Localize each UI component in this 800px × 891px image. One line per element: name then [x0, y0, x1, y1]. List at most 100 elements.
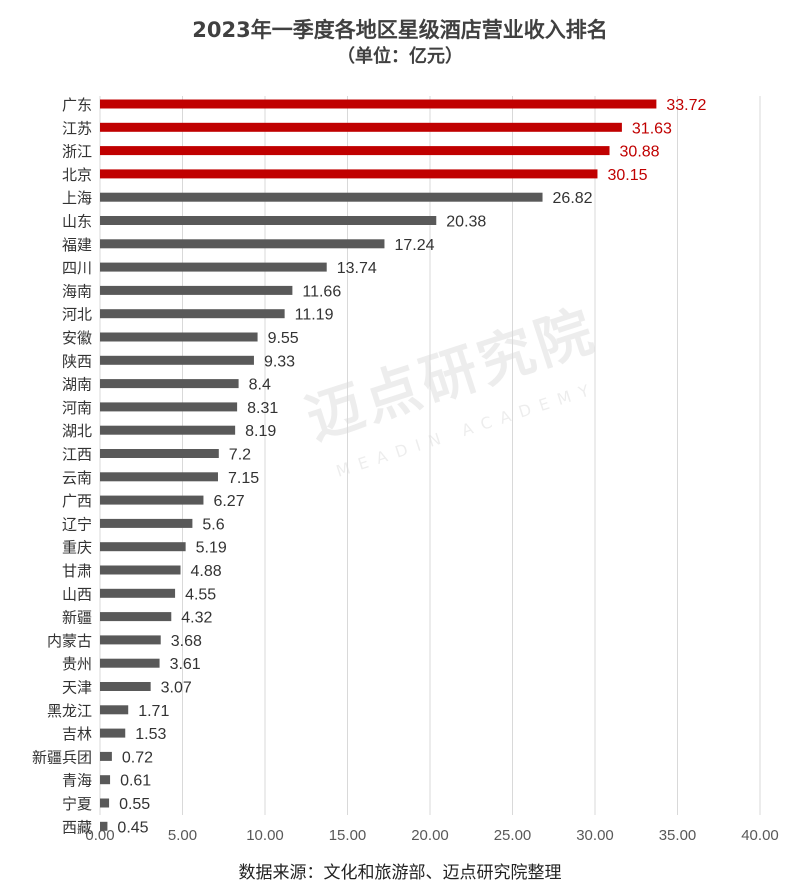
bar	[100, 775, 111, 785]
category-label: 贵州	[62, 655, 92, 673]
category-label: 甘肃	[62, 562, 92, 580]
x-tick-label: 30.00	[576, 827, 614, 844]
category-label: 江西	[62, 446, 92, 464]
category-label: 内蒙古	[47, 632, 92, 650]
bar	[100, 146, 610, 156]
value-label: 3.07	[161, 680, 192, 697]
bar	[100, 285, 293, 295]
category-label: 辽宁	[62, 515, 92, 533]
x-tick-label: 15.00	[329, 827, 367, 844]
bar	[100, 379, 239, 389]
value-label: 0.45	[117, 819, 148, 836]
value-label: 1.53	[135, 726, 166, 743]
category-label: 安徽	[62, 329, 92, 347]
value-label: 11.66	[302, 283, 341, 300]
x-tick-label: 35.00	[659, 827, 697, 844]
category-label: 天津	[62, 679, 92, 697]
x-tick-label: 0.00	[85, 827, 114, 844]
category-label: 西藏	[62, 818, 92, 836]
value-label: 33.72	[666, 97, 706, 114]
bar	[100, 682, 151, 691]
value-label: 4.32	[181, 610, 212, 627]
category-label: 江苏	[62, 119, 92, 137]
category-label: 广西	[62, 492, 92, 510]
chart-title: 2023年一季度各地区星级酒店营业收入排名	[192, 18, 608, 42]
value-label: 8.31	[247, 400, 278, 417]
value-label: 8.4	[249, 377, 271, 394]
bar	[100, 728, 126, 738]
bar	[100, 262, 327, 272]
category-label: 广东	[62, 96, 92, 114]
category-label: 新疆兵团	[32, 748, 92, 766]
value-label: 11.19	[295, 307, 334, 324]
bar	[100, 122, 622, 132]
bar	[100, 425, 236, 435]
category-label: 四川	[62, 259, 92, 277]
category-label: 北京	[62, 166, 92, 184]
value-label: 0.72	[122, 749, 153, 766]
category-label: 宁夏	[62, 795, 92, 813]
bar	[100, 472, 218, 482]
bar	[100, 99, 657, 109]
category-label: 海南	[62, 282, 92, 300]
value-label: 20.38	[446, 214, 486, 231]
bar	[100, 751, 112, 761]
bar	[100, 402, 238, 412]
value-label: 30.88	[620, 144, 660, 161]
category-label: 浙江	[62, 143, 92, 161]
value-label: 0.61	[120, 773, 151, 790]
value-label: 9.55	[268, 330, 299, 347]
bar	[100, 216, 437, 225]
value-label: 30.15	[607, 167, 647, 184]
value-label: 8.19	[245, 423, 276, 440]
category-label: 重庆	[62, 539, 92, 557]
category-label: 黑龙江	[47, 702, 92, 720]
value-label: 0.55	[119, 796, 150, 813]
bar	[100, 449, 219, 458]
category-label: 吉林	[62, 725, 92, 743]
category-label: 福建	[62, 236, 92, 254]
bar	[100, 565, 181, 575]
category-label: 上海	[62, 189, 92, 207]
bar	[100, 635, 161, 645]
category-label: 山东	[62, 213, 92, 231]
category-label: 陕西	[62, 352, 92, 370]
x-tick-label: 5.00	[168, 827, 197, 844]
value-label: 4.88	[191, 563, 222, 580]
value-label: 3.68	[171, 633, 202, 650]
bar	[100, 355, 254, 365]
category-label: 山西	[62, 585, 92, 603]
bar	[100, 588, 176, 598]
value-label: 31.63	[632, 120, 672, 137]
category-label: 河南	[62, 399, 92, 417]
bar	[100, 239, 385, 249]
bar	[100, 612, 172, 622]
value-label: 3.61	[170, 656, 201, 673]
bar	[100, 495, 204, 505]
bar	[100, 518, 193, 528]
value-label: 9.33	[264, 353, 295, 370]
category-label: 湖北	[62, 422, 92, 440]
bar	[100, 192, 543, 202]
bar	[100, 705, 129, 715]
data-source: 数据来源：文化和旅游部、迈点研究院整理	[238, 863, 562, 883]
x-tick-label: 25.00	[494, 827, 532, 844]
value-label: 17.24	[394, 237, 434, 254]
category-label: 云南	[62, 469, 92, 487]
bar	[100, 658, 160, 668]
value-label: 7.15	[228, 470, 259, 487]
bar	[100, 309, 285, 319]
value-label: 4.55	[185, 586, 216, 603]
bar	[100, 542, 186, 552]
category-label: 新疆	[62, 609, 92, 627]
value-label: 5.19	[196, 540, 227, 557]
category-label: 湖南	[62, 376, 92, 394]
value-label: 7.2	[229, 447, 251, 464]
bar	[100, 821, 108, 831]
x-tick-label: 20.00	[411, 827, 449, 844]
x-tick-label: 40.00	[741, 827, 779, 844]
bar	[100, 798, 110, 808]
value-label: 13.74	[337, 260, 377, 277]
category-label: 河北	[62, 306, 92, 324]
